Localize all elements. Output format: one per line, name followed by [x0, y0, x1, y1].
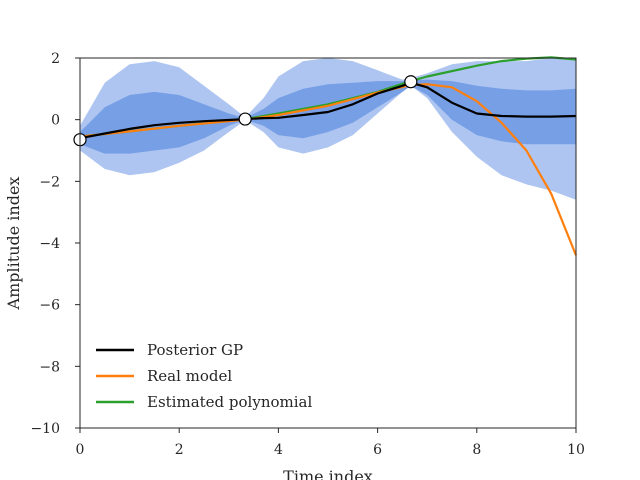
confidence-bands — [80, 58, 576, 200]
observation-point — [238, 112, 252, 126]
x-tick-label: 0 — [76, 442, 85, 458]
legend: Posterior GP Real model Estimated polynomi… — [96, 341, 312, 411]
series-lines — [79, 56, 578, 256]
x-tick-label: 2 — [175, 442, 184, 458]
legend-label-posterior-gp: Posterior GP — [147, 341, 243, 359]
y-tick-label: −2 — [39, 174, 60, 190]
inner-confidence-band — [80, 79, 576, 154]
x-axis-ticks: 0 2 4 6 8 10 — [76, 428, 585, 458]
observation-point — [404, 75, 418, 89]
x-tick-label: 6 — [373, 442, 382, 458]
y-tick-label: −6 — [39, 298, 60, 314]
y-tick-label: 2 — [51, 51, 60, 67]
x-axis-title: Time index — [283, 467, 373, 480]
x-tick-label: 4 — [274, 442, 283, 458]
y-axis-title: Amplitude index — [4, 177, 23, 311]
y-tick-label: −10 — [30, 421, 60, 437]
posterior-gp-line — [79, 81, 577, 140]
x-tick-label: 10 — [567, 442, 585, 458]
y-tick-label: 0 — [51, 113, 60, 129]
legend-label-estimated-polynomial: Estimated polynomial — [147, 393, 312, 411]
y-tick-label: −4 — [39, 236, 60, 252]
y-axis-ticks: −10 −8 −6 −4 −2 0 2 — [30, 51, 80, 437]
x-tick-label: 8 — [472, 442, 481, 458]
y-tick-label: −8 — [39, 359, 60, 375]
legend-label-real-model: Real model — [147, 367, 232, 385]
